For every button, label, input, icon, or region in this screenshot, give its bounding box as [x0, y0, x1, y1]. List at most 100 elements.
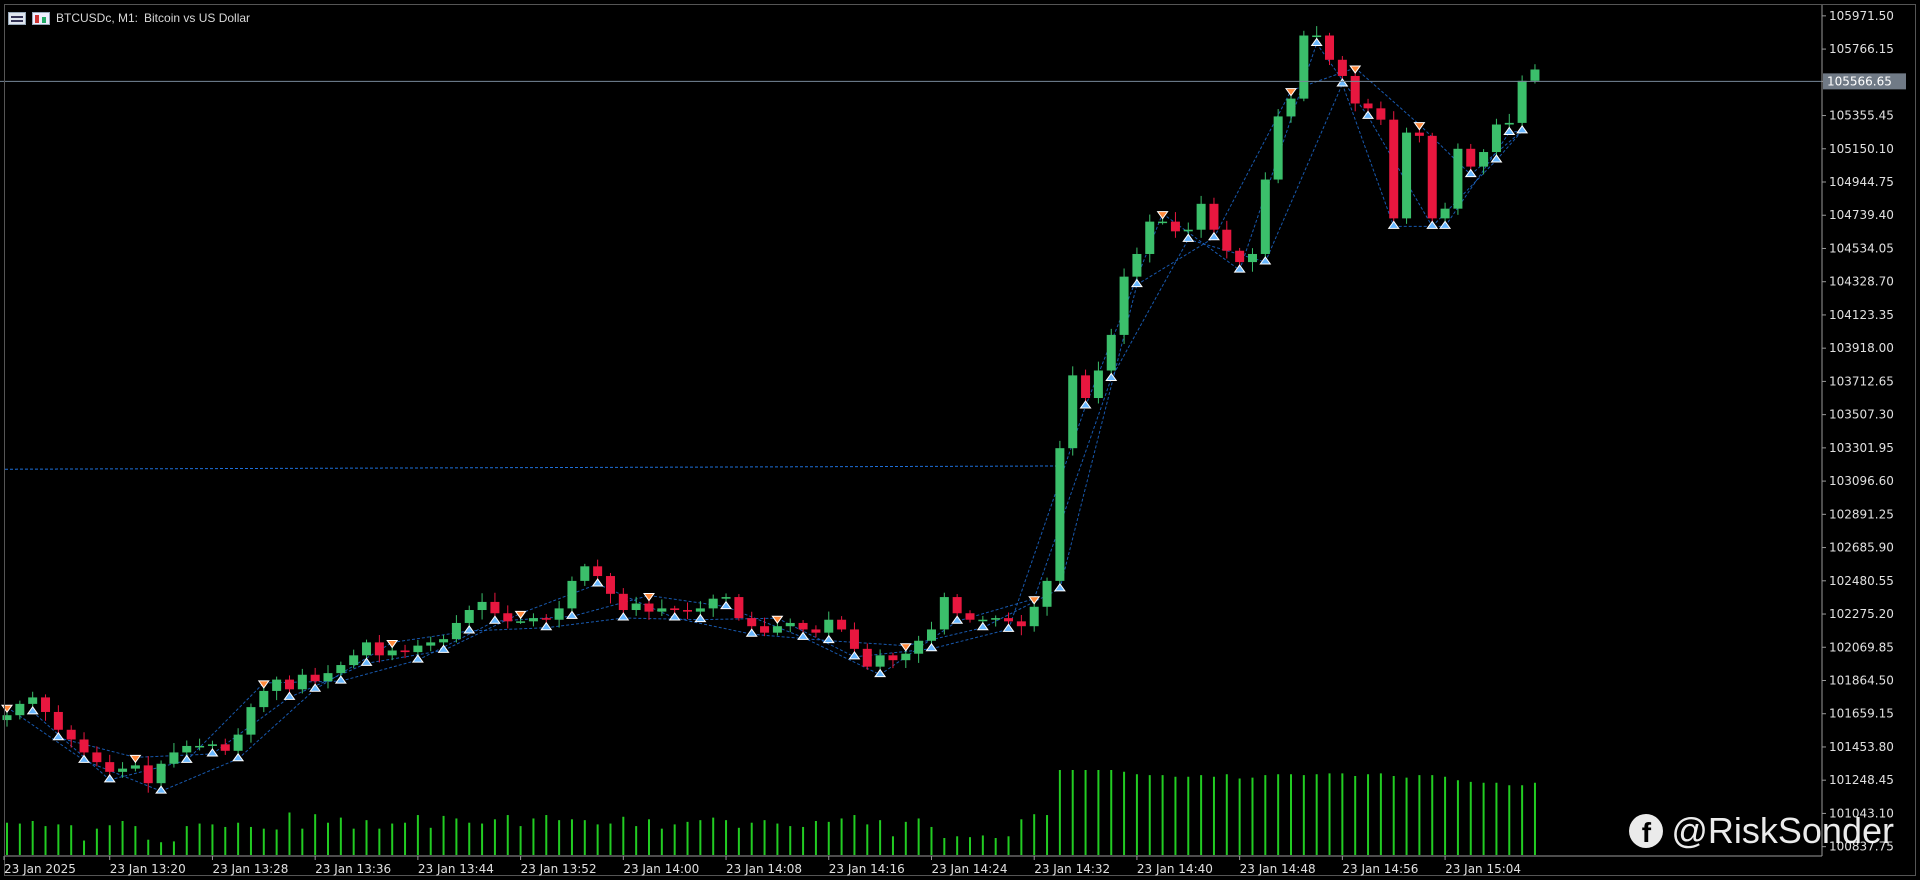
y-tick-label: 105971.50 — [1829, 9, 1894, 23]
candle — [374, 634, 384, 663]
candle — [1042, 577, 1052, 616]
candle — [1491, 118, 1501, 159]
candle — [1119, 268, 1129, 344]
y-tick-label: 102480.55 — [1829, 574, 1894, 588]
y-tick-label: 101864.50 — [1829, 673, 1894, 687]
buy-arrow — [951, 615, 964, 624]
y-tick-label: 105150.10 — [1829, 142, 1894, 156]
buy-arrow — [1002, 623, 1015, 632]
trend-line — [751, 633, 829, 642]
trend-line — [905, 627, 983, 647]
candle — [554, 600, 564, 628]
chart-header: BTCUSDc, M1: Bitcoin vs US Dollar — [8, 10, 250, 26]
chart-type-icon[interactable] — [32, 11, 50, 25]
trend-line — [777, 617, 855, 658]
sell-arrow — [257, 680, 270, 689]
y-tick-label: 104328.70 — [1829, 275, 1894, 289]
buy-arrow — [1426, 220, 1439, 229]
candle — [105, 754, 115, 776]
candle — [965, 610, 975, 623]
candle — [1247, 248, 1257, 272]
y-tick-label: 101453.80 — [1829, 740, 1894, 754]
candle — [1055, 440, 1065, 587]
y-tick-label: 103301.95 — [1829, 441, 1894, 455]
candle — [721, 593, 731, 602]
trend-line — [1496, 130, 1523, 161]
buy-arrow — [720, 600, 733, 610]
trend-line — [340, 659, 419, 682]
x-tick-label: 23 Jan 15:04 — [1445, 862, 1521, 876]
trend-line — [1033, 378, 1112, 599]
x-tick-label: 23 Jan 13:20 — [110, 862, 186, 876]
x-tick-label: 23 Jan 13:28 — [212, 862, 288, 876]
sell-arrow — [1028, 596, 1041, 605]
buy-arrow — [1516, 125, 1529, 134]
candle — [426, 636, 436, 652]
candle — [824, 611, 834, 637]
candles — [2, 26, 1540, 793]
current-price-box — [1823, 73, 1906, 90]
candle — [1029, 600, 1039, 632]
buy-arrow — [1233, 264, 1246, 273]
chart-menu-icon[interactable] — [8, 11, 26, 25]
trend-line — [1354, 67, 1420, 125]
y-tick-label: 103096.60 — [1829, 474, 1894, 488]
buy-arrow — [1079, 400, 1092, 409]
candle — [837, 616, 847, 632]
sell-arrow — [1349, 65, 1362, 74]
buy-arrow — [1387, 220, 1400, 229]
candle — [1196, 195, 1206, 238]
trend-line — [1264, 83, 1343, 263]
sell-arrow — [1156, 211, 1169, 220]
candle — [118, 762, 128, 778]
sell-arrow — [386, 639, 399, 649]
candle — [1466, 143, 1476, 170]
signal-arrows — [1, 37, 1529, 794]
candle — [1517, 75, 1527, 127]
x-tick-label: 23 Jan 13:36 — [315, 862, 391, 876]
candle — [1479, 149, 1489, 175]
buy-arrow — [565, 610, 578, 619]
candle — [734, 594, 744, 621]
trend-line — [1367, 116, 1433, 227]
trend-line — [1419, 124, 1472, 175]
candle — [336, 661, 346, 678]
candle — [1530, 64, 1540, 84]
buy-arrow — [848, 650, 861, 660]
buy-arrow — [411, 654, 424, 663]
candle — [156, 760, 166, 789]
candle — [1427, 132, 1437, 222]
trend-line — [931, 628, 1009, 650]
candle — [528, 613, 538, 627]
buy-arrow — [283, 691, 296, 700]
buy-arrow — [1362, 110, 1375, 119]
buy-arrow — [925, 642, 938, 652]
candle — [259, 685, 269, 713]
candle — [631, 596, 641, 616]
buy-arrow — [976, 621, 989, 631]
buy-arrow — [1182, 233, 1195, 242]
candle — [914, 635, 924, 663]
trend-line — [186, 682, 265, 761]
buy-arrow — [874, 668, 887, 678]
buy-arrow — [155, 785, 168, 794]
x-tick-label: 23 Jan 2025 — [4, 862, 76, 876]
trend-line — [469, 627, 547, 632]
symbol-label: BTCUSDc, M1: — [56, 11, 139, 25]
y-tick-label: 103507.30 — [1829, 408, 1894, 422]
candle — [1376, 101, 1386, 125]
buy-arrow — [1130, 278, 1143, 288]
candle — [233, 728, 243, 756]
trend-line — [1213, 90, 1292, 238]
y-tick-label: 101248.45 — [1829, 773, 1894, 787]
buy-arrow — [1490, 154, 1503, 163]
candle — [1453, 143, 1463, 215]
trend-line — [700, 617, 778, 621]
x-tick-label: 23 Jan 14:00 — [623, 862, 699, 876]
candle — [246, 703, 256, 743]
candle — [1209, 197, 1219, 236]
candle — [1170, 212, 1180, 238]
y-tick-label: 104944.75 — [1829, 175, 1894, 189]
candle — [1068, 366, 1078, 456]
